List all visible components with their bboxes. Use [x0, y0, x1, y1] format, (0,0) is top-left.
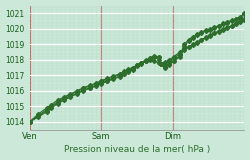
X-axis label: Pression niveau de la mer( hPa ): Pression niveau de la mer( hPa ): [64, 145, 210, 154]
